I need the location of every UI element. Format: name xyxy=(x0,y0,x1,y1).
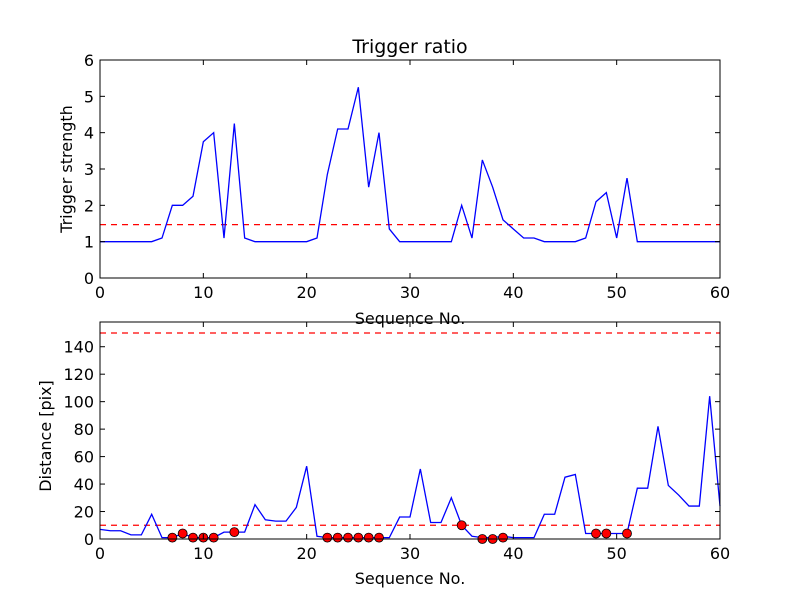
y-tick-label: 0 xyxy=(84,530,94,549)
data-point xyxy=(208,532,219,543)
y-tick-label: 0 xyxy=(84,269,94,288)
y-tick-label: 100 xyxy=(63,393,94,412)
x-tick-label: 60 xyxy=(710,283,730,302)
x-tick-label: 60 xyxy=(710,544,730,563)
y-tick-label: 60 xyxy=(74,448,94,467)
y-tick-label: 6 xyxy=(84,51,94,70)
y-tick-label: 140 xyxy=(63,338,94,357)
data-point xyxy=(456,520,467,531)
data-point xyxy=(322,532,333,543)
distance-chart: 0 10 20 30 40 50 60 0 20 40 60 80 100 120 140 Sequence… xyxy=(36,321,730,588)
y-axis-label: Trigger strength xyxy=(57,105,76,234)
x-tick-label: 0 xyxy=(95,283,105,302)
data-point xyxy=(167,532,178,543)
data-point xyxy=(343,532,353,543)
y-tick-label: 1 xyxy=(84,233,94,252)
data-point xyxy=(332,532,343,543)
x-tick-label: 40 xyxy=(503,544,523,563)
x-tick-label: 50 xyxy=(606,283,626,302)
y-axis-label: Distance [pix] xyxy=(36,380,55,492)
x-axis-label: Sequence No. xyxy=(355,309,466,328)
x-tick-label: 30 xyxy=(400,283,420,302)
x-tick-label: 20 xyxy=(296,283,316,302)
data-point xyxy=(363,532,374,543)
y-tick-label: 5 xyxy=(84,87,94,106)
trigger-ratio-chart: Trigger ratio 0 10 20 30 40 50 60 0 1 2 3 4 5 6 Seque… xyxy=(57,36,730,328)
data-point xyxy=(601,528,612,539)
data-point xyxy=(498,532,508,543)
data-point xyxy=(353,532,364,543)
data-point xyxy=(188,532,198,543)
x-axis-label: Sequence No. xyxy=(355,569,466,588)
distance-plot-area: 0 10 20 30 40 50 60 0 20 40 60 80 100 120 140 xyxy=(63,321,730,563)
x-tick-label: 30 xyxy=(400,544,420,563)
y-tick-label: 120 xyxy=(63,365,94,384)
y-tick-label: 80 xyxy=(74,420,94,439)
y-tick-label: 20 xyxy=(74,503,94,522)
x-tick-label: 40 xyxy=(503,283,523,302)
x-tick-label: 10 xyxy=(193,544,213,563)
data-point xyxy=(177,528,188,539)
y-tick-label: 4 xyxy=(84,124,94,143)
x-tick-label: 0 xyxy=(95,544,105,563)
x-tick-label: 20 xyxy=(296,544,316,563)
trigger-plot-area: 0 10 20 30 40 50 60 0 1 2 3 4 5 6 xyxy=(84,51,730,302)
y-tick-label: 2 xyxy=(84,196,94,215)
chart-title: Trigger ratio xyxy=(351,36,467,58)
series-line xyxy=(100,87,720,243)
data-point xyxy=(622,528,632,539)
x-tick-label: 10 xyxy=(193,283,213,302)
data-point xyxy=(374,532,384,543)
data-point xyxy=(591,528,601,539)
x-tick-label: 50 xyxy=(606,544,626,563)
y-tick-label: 40 xyxy=(74,475,94,494)
data-point xyxy=(229,527,240,538)
y-tick-label: 3 xyxy=(84,160,94,179)
